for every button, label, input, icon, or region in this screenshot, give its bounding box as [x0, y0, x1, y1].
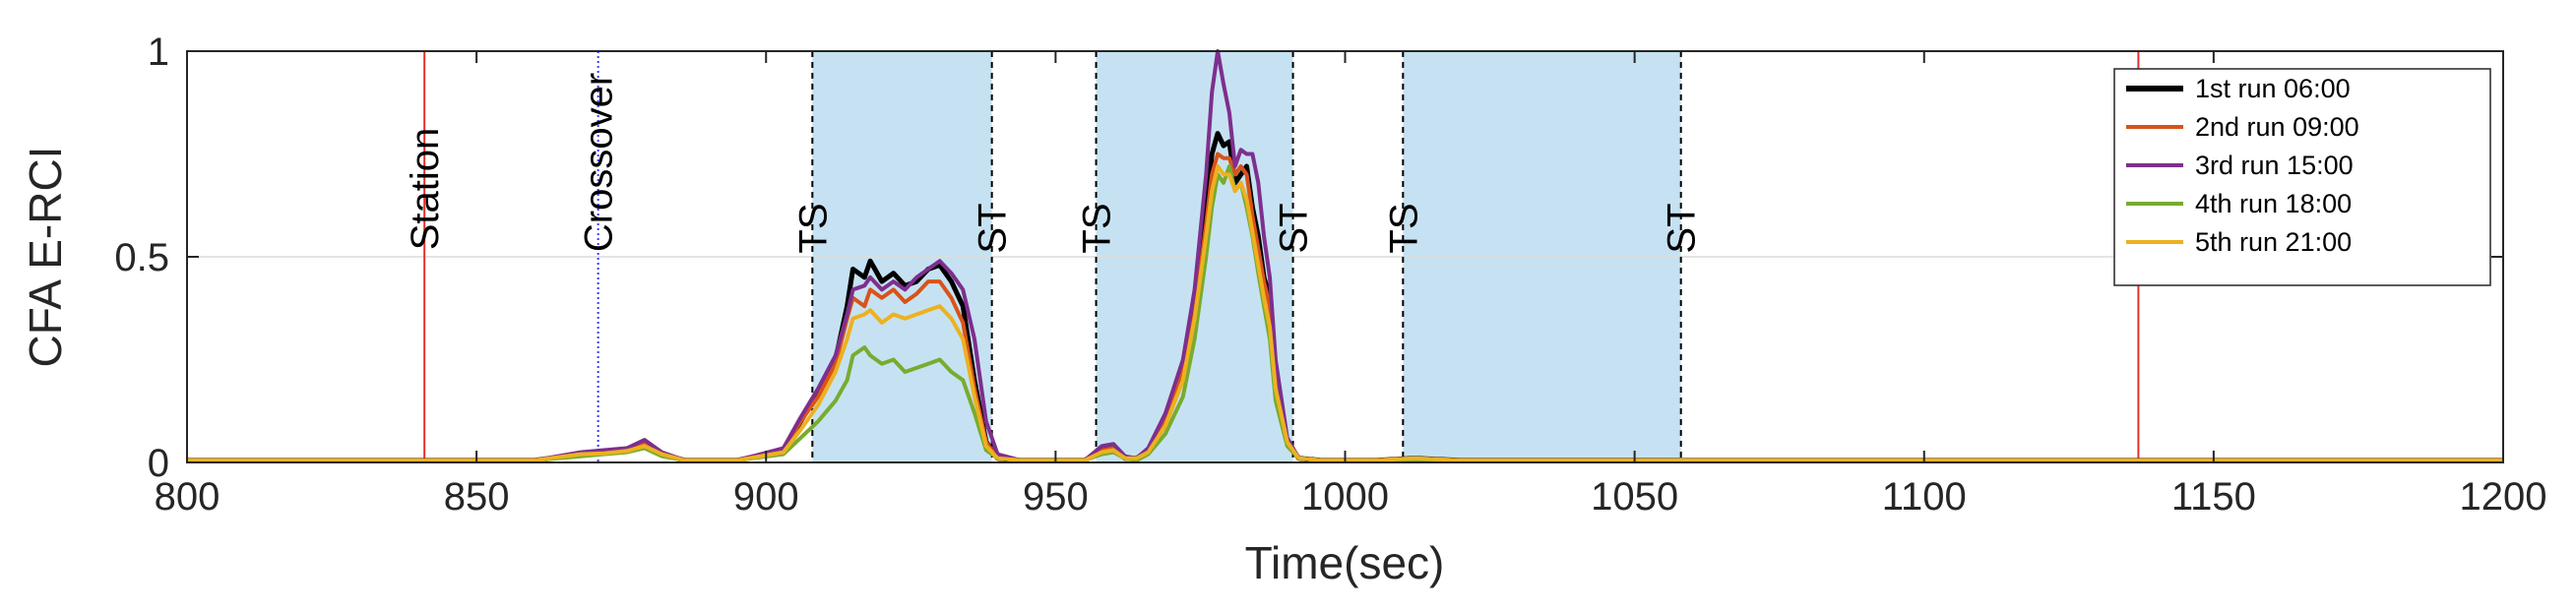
- x-tick-label: 1150: [2171, 475, 2256, 519]
- marker-label: ST: [1273, 203, 1316, 253]
- x-tick-label: 1050: [1591, 475, 1678, 519]
- x-axis-title: Time(sec): [1245, 537, 1445, 588]
- y-tick-label: 1: [148, 31, 169, 74]
- legend-items: 1st run 06:00 2nd run 09:00 3rd run 15:00 4…: [2126, 74, 2359, 257]
- legend-label: 2nd run 09:00: [2195, 112, 2359, 142]
- marker-label: ST: [1661, 203, 1704, 253]
- x-tick-label: 800: [155, 475, 220, 519]
- x-tick-label: 900: [733, 475, 799, 519]
- legend-box: [2113, 68, 2491, 286]
- x-tick-label: 850: [444, 475, 510, 519]
- y-tick-label: 0.5: [114, 236, 169, 279]
- marker-label: TS: [1382, 203, 1425, 253]
- legend-label: 3rd run 15:00: [2195, 151, 2354, 180]
- marker-label: TS: [1076, 203, 1119, 253]
- x-tick-label: 950: [1023, 475, 1089, 519]
- marker-label: ST: [972, 203, 1015, 253]
- axis-ticks: 800 850 900 950 1000 1050 1100 1150 1200 0 0.5 1: [114, 31, 2546, 519]
- x-tick-label: 1000: [1301, 475, 1389, 519]
- marker-label: Crossover: [578, 73, 621, 252]
- legend-label: 5th run 21:00: [2195, 227, 2352, 257]
- marker-label: TS: [791, 203, 835, 253]
- x-tick-label: 1100: [1882, 475, 1967, 519]
- legend: 1st run 06:00 2nd run 09:00 3rd run 15:00 4…: [2113, 68, 2491, 286]
- legend-label: 4th run 18:00: [2195, 189, 2352, 218]
- y-tick-label: 0: [148, 442, 169, 485]
- marker-label: Station: [404, 128, 447, 251]
- y-axis-title: CFA E-RCI: [20, 147, 71, 368]
- x-tick-label: 1200: [2460, 475, 2547, 519]
- legend-label: 1st run 06:00: [2195, 74, 2351, 103]
